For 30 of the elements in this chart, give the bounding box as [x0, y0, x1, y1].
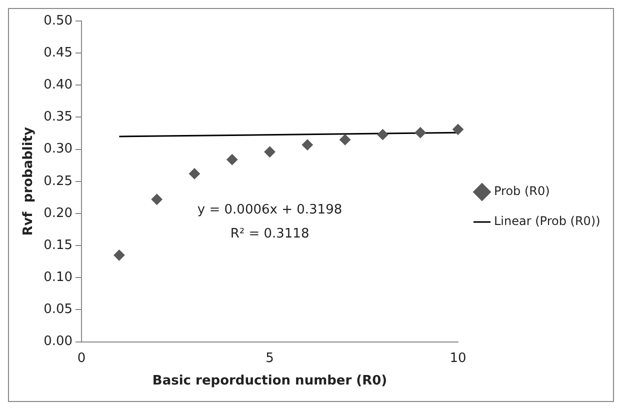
- y-tick-label: 0.30: [44, 142, 73, 157]
- point: [302, 139, 313, 150]
- y-tick-label: 0.00: [44, 334, 73, 350]
- point: [264, 146, 276, 158]
- annotation: R² = 0.3118: [230, 226, 310, 242]
- y-tick-label: 0.35: [44, 110, 73, 125]
- y-tick-label: 0.10: [44, 270, 73, 286]
- legend-label: Linear (Prob (R0)): [494, 214, 600, 228]
- point: [340, 134, 351, 146]
- x-tick-label: 0: [77, 350, 86, 366]
- point: [414, 127, 426, 138]
- legend-label: Prob (R0): [494, 184, 550, 198]
- y-tick-label: 0.25: [44, 174, 73, 189]
- y-tick-label: 0.20: [44, 206, 73, 221]
- point: [226, 154, 238, 166]
- annotation: y = 0.0006x + 0.3198: [197, 202, 342, 218]
- y-axis-title: Rvf probablity: [21, 126, 36, 236]
- x-tick-label: 10: [450, 350, 466, 366]
- y-tick-label: 0.15: [44, 238, 73, 253]
- x-tick-label: 5: [266, 350, 274, 366]
- point: [114, 250, 125, 261]
- x-axis-title: Basic reporduction number (R0): [152, 374, 388, 389]
- point: [188, 168, 200, 180]
- y-tick-label: 0.45: [44, 45, 73, 60]
- y-tick-label: 0.50: [44, 13, 73, 28]
- point: [151, 194, 162, 205]
- point: [452, 124, 464, 135]
- point: [377, 129, 388, 140]
- y-tick-label: 0.05: [44, 302, 73, 318]
- y-tick-label: 0.40: [44, 78, 73, 93]
